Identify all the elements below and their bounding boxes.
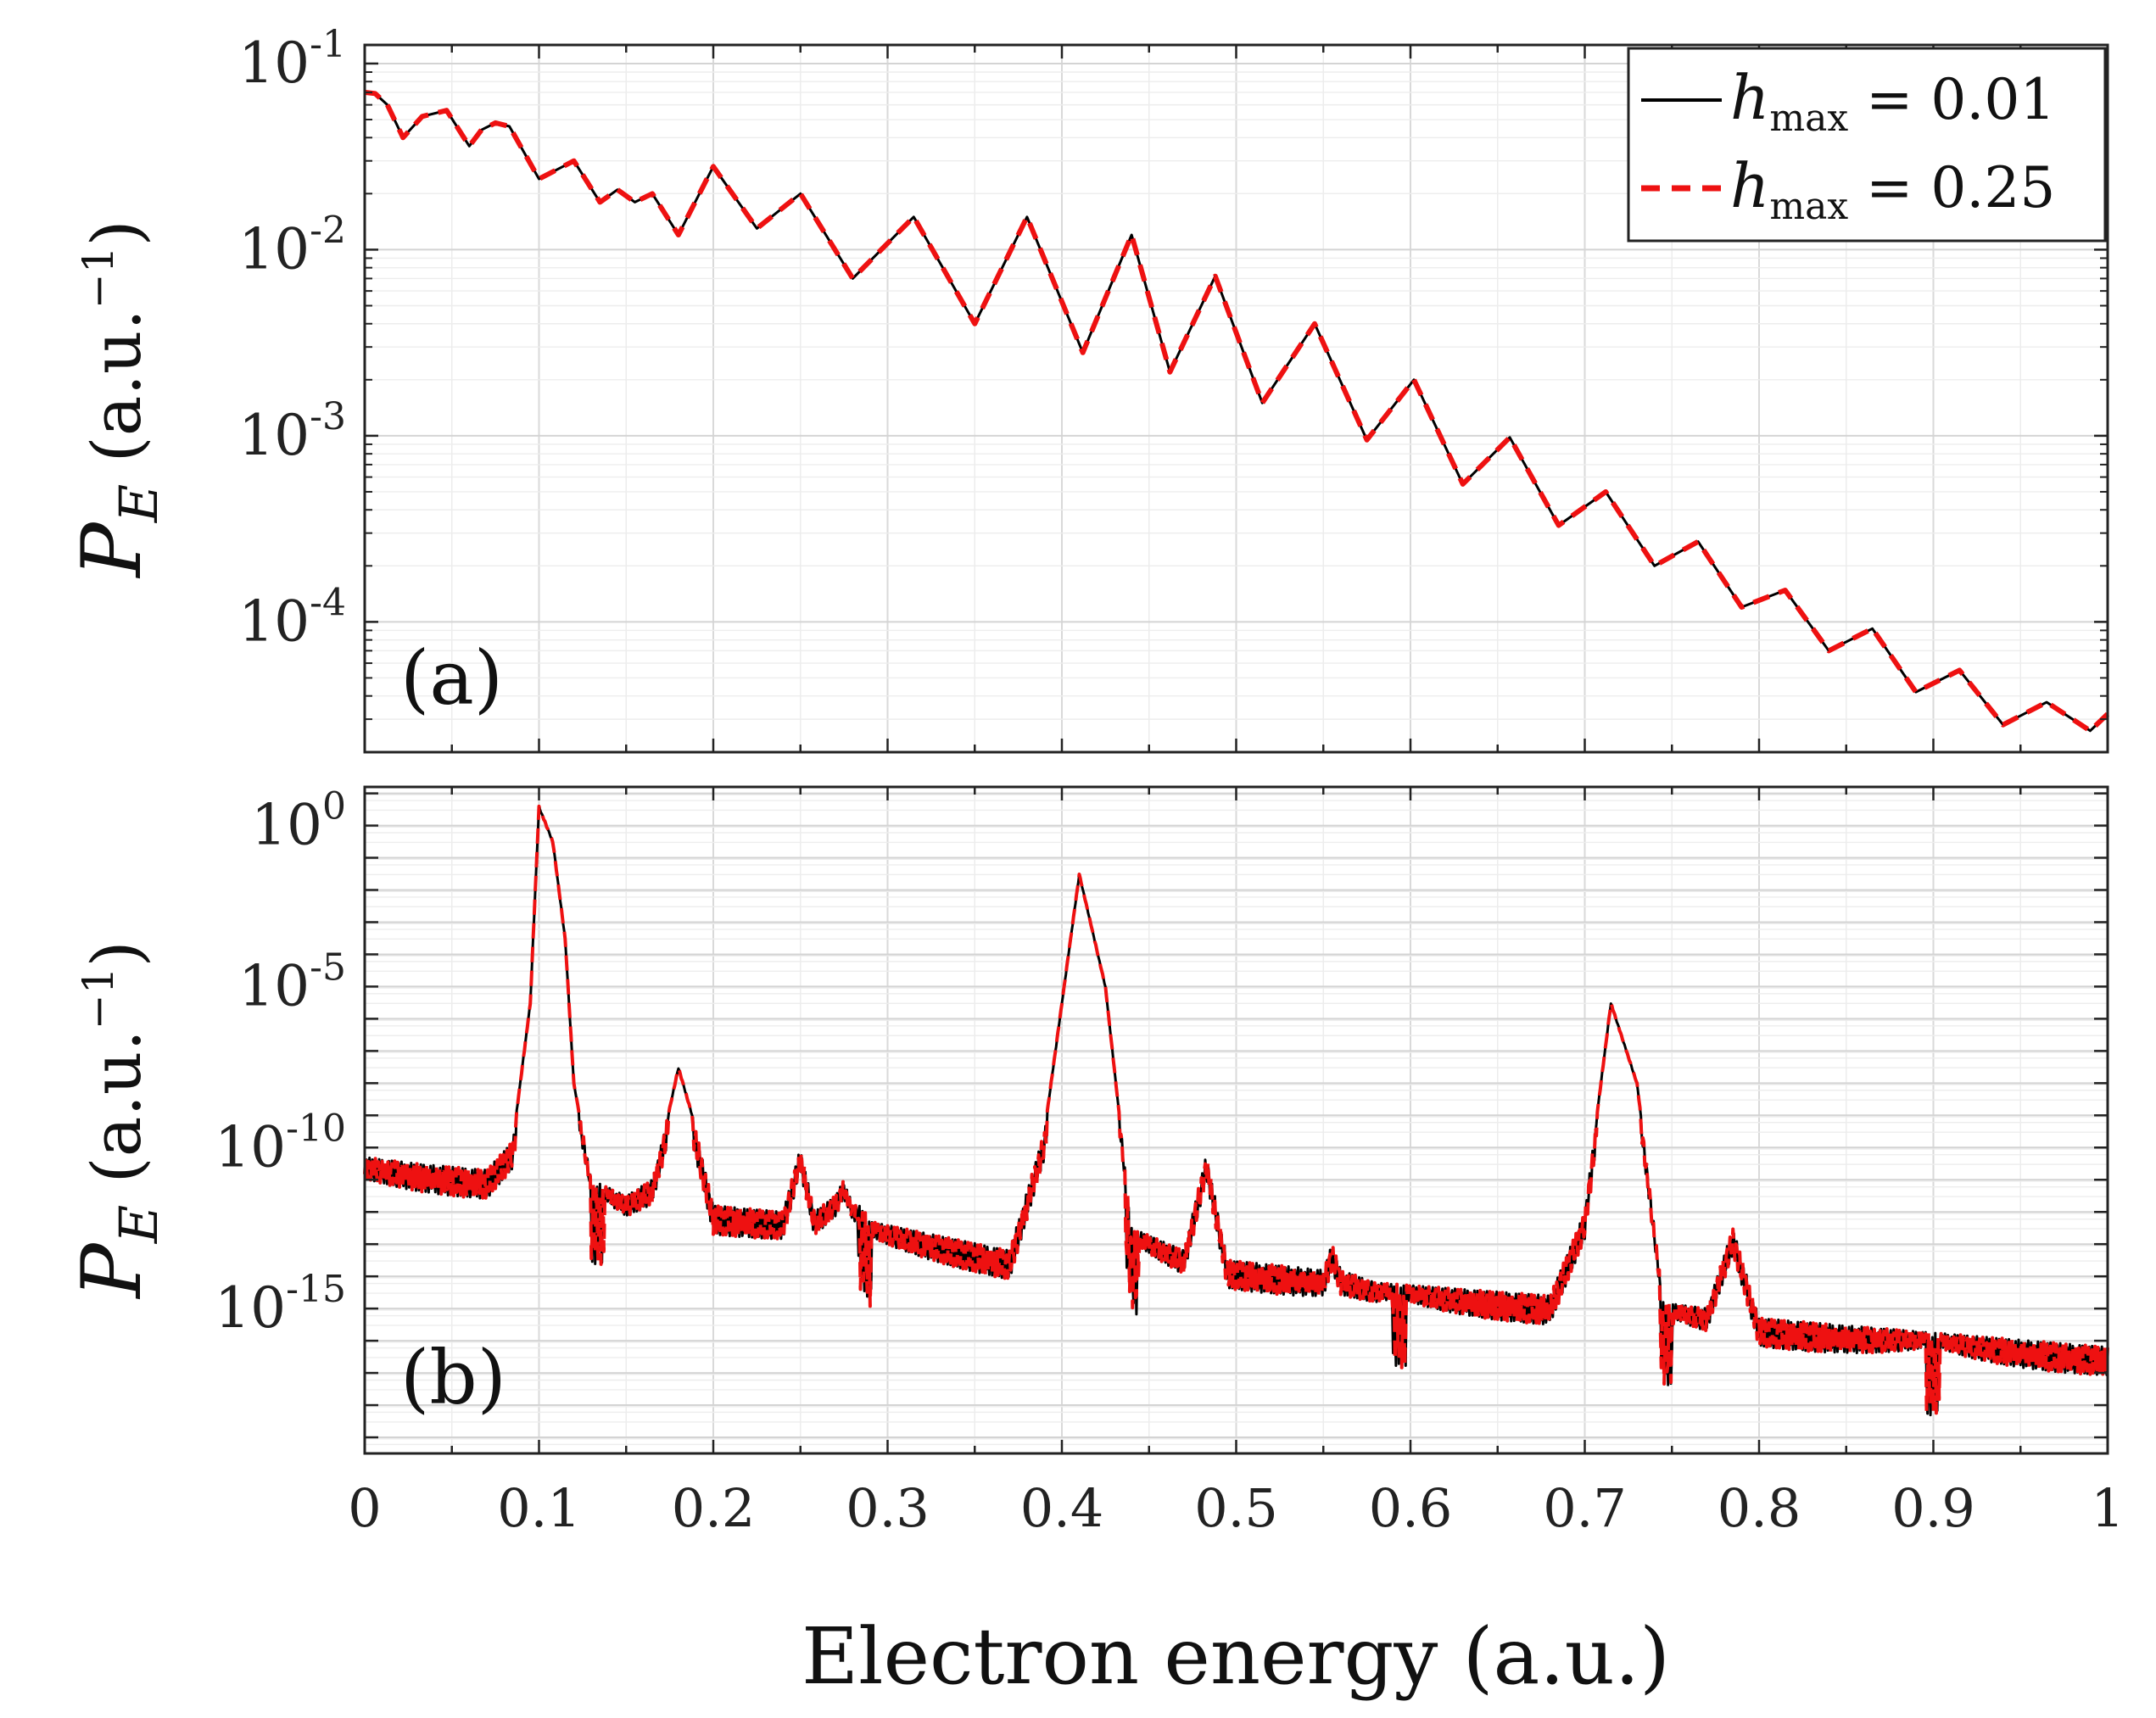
x-tick-label: 0.3: [846, 1477, 930, 1539]
y-tick-label: 10-3: [238, 395, 346, 468]
x-axis-label: Electron energy (a.u.): [802, 1611, 1670, 1702]
y-ticks-b: 100 10-5 10-10 10-15: [215, 785, 2108, 1439]
series-line-2: [364, 89, 2110, 733]
legend-box: [1627, 47, 2107, 243]
y-tick-label: 10-4: [238, 581, 346, 654]
x-tick-label: 0.6: [1369, 1477, 1453, 1539]
panel-a: 10-1 10-2 10-3 10-4 (a) PE (a.u.−1) hmax = …: [64, 23, 2110, 754]
x-tick-label: 0.1: [497, 1477, 581, 1539]
x-tick-labels: 0 0.1 0.2 0.3 0.4 0.5 0.6 0.7 0.8 0.9 1: [348, 1477, 2124, 1539]
x-tick-label: 0.2: [672, 1477, 756, 1539]
legend-entry-1: hmax = 0.01: [1730, 62, 2055, 140]
series-line-2: [363, 804, 2109, 1415]
panel-label-a: (a): [400, 634, 503, 722]
x-tick-label: 0.5: [1194, 1477, 1278, 1539]
panel-b: 100 10-5 10-10 10-15 (b) PE (a.u.−1): [64, 785, 2109, 1455]
x-ticks-b: [363, 787, 2109, 1453]
y-tick-label: 10-5: [238, 945, 346, 1018]
y-tick-label: 10-2: [238, 209, 346, 282]
legend-entry-2: hmax = 0.25: [1730, 150, 2055, 228]
y-tick-label: 10-1: [238, 23, 346, 96]
y-tick-label: 10-10: [215, 1107, 346, 1180]
y-axis-label-a: PE (a.u.−1): [64, 220, 170, 579]
x-tick-label: 0.9: [1891, 1477, 1975, 1539]
x-tick-label: 0.8: [1718, 1477, 1801, 1539]
series-b: [363, 804, 2109, 1417]
y-axis-label-b: PE (a.u.−1): [64, 940, 170, 1300]
y-ticks-a: 10-1 10-2 10-3 10-4: [238, 23, 2108, 753]
x-tick-label: 0.4: [1020, 1477, 1104, 1539]
legend: hmax = 0.01 hmax = 0.25: [1627, 47, 2107, 243]
y-tick-label: 10-15: [215, 1268, 346, 1341]
panel-label-b: (b): [400, 1334, 506, 1421]
grid-b: [365, 787, 2108, 1453]
series-a: [364, 89, 2110, 733]
y-tick-label: 100: [251, 785, 346, 858]
x-tick-label: 1: [2091, 1477, 2124, 1539]
x-tick-label: 0.7: [1543, 1477, 1627, 1539]
x-tick-label: 0: [348, 1477, 381, 1539]
